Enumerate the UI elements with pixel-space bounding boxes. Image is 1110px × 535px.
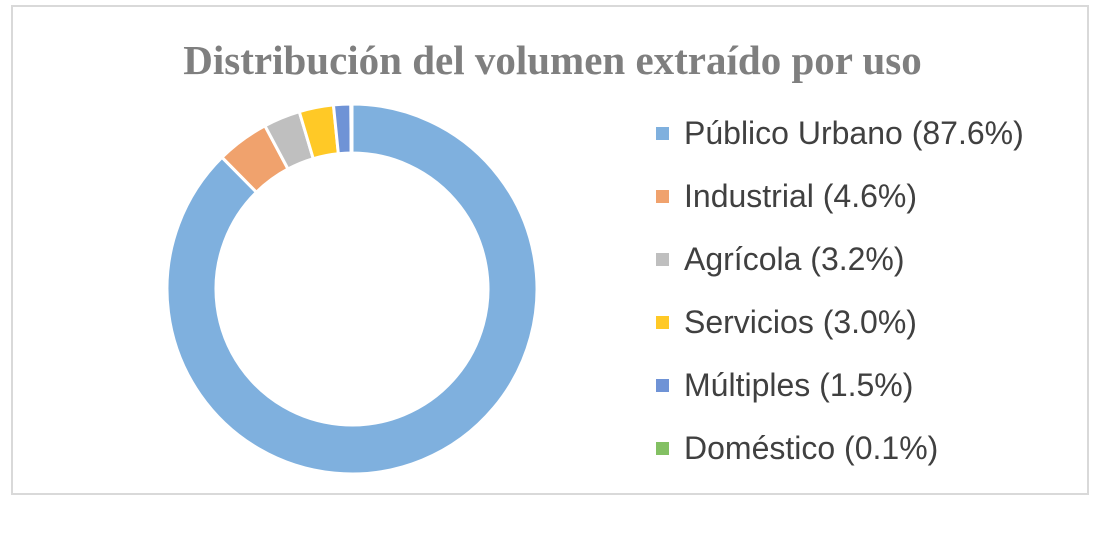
legend-label: Industrial (4.6%) xyxy=(684,178,917,214)
chart-title: Distribución del volumen extraído por us… xyxy=(183,37,922,83)
legend-label: Agrícola (3.2%) xyxy=(684,241,905,277)
legend-item-2: Agrícola (3.2%) xyxy=(656,228,1024,291)
legend-item-0: Público Urbano (87.6%) xyxy=(656,102,1024,165)
donut-slice-0 xyxy=(165,102,539,476)
chart-legend: Público Urbano (87.6%) Industrial (4.6%) A… xyxy=(656,102,1024,480)
legend-item-4: Múltiples (1.5%) xyxy=(656,354,1024,417)
legend-swatch xyxy=(656,316,669,329)
legend-swatch xyxy=(656,127,669,140)
legend-item-1: Industrial (4.6%) xyxy=(656,165,1024,228)
legend-label: Público Urbano (87.6%) xyxy=(684,115,1024,151)
legend-item-5: Doméstico (0.1%) xyxy=(656,417,1024,480)
legend-swatch xyxy=(656,379,669,392)
legend-swatch xyxy=(656,442,669,455)
donut-slice-5 xyxy=(349,102,354,155)
legend-label: Servicios (3.0%) xyxy=(684,304,917,340)
legend-label: Múltiples (1.5%) xyxy=(684,367,914,403)
legend-label: Doméstico (0.1%) xyxy=(684,430,939,466)
legend-swatch xyxy=(656,190,669,203)
legend-swatch xyxy=(656,253,669,266)
legend-item-3: Servicios (3.0%) xyxy=(656,291,1024,354)
